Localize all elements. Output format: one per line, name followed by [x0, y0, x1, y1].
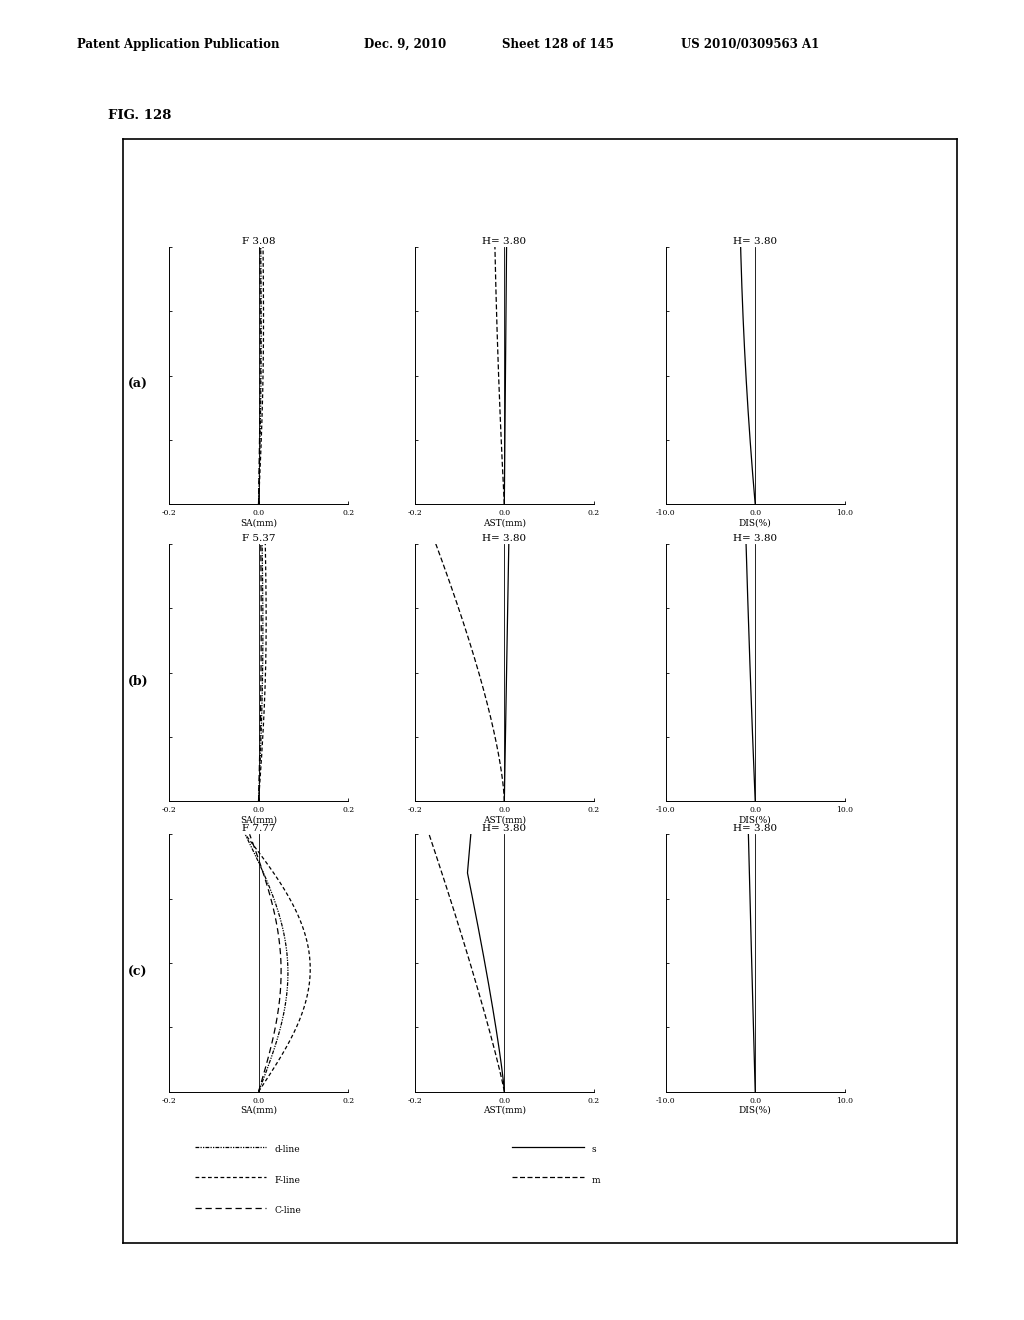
Title: H= 3.80: H= 3.80	[733, 535, 777, 543]
X-axis label: AST(mm): AST(mm)	[483, 1106, 525, 1115]
Text: s: s	[592, 1146, 597, 1155]
X-axis label: SA(mm): SA(mm)	[240, 519, 278, 528]
Title: H= 3.80: H= 3.80	[482, 238, 526, 246]
Text: US 2010/0309563 A1: US 2010/0309563 A1	[681, 37, 819, 50]
X-axis label: DIS(%): DIS(%)	[739, 1106, 771, 1115]
Text: C-line: C-line	[274, 1206, 301, 1216]
Text: Patent Application Publication: Patent Application Publication	[77, 37, 280, 50]
Title: F 5.37: F 5.37	[242, 535, 275, 543]
Title: F 3.08: F 3.08	[242, 238, 275, 246]
Title: H= 3.80: H= 3.80	[733, 238, 777, 246]
Title: H= 3.80: H= 3.80	[733, 825, 777, 833]
Text: (a): (a)	[128, 379, 148, 392]
Text: Sheet 128 of 145: Sheet 128 of 145	[502, 37, 613, 50]
Text: (c): (c)	[128, 966, 147, 979]
X-axis label: SA(mm): SA(mm)	[240, 1106, 278, 1115]
Title: H= 3.80: H= 3.80	[482, 825, 526, 833]
X-axis label: AST(mm): AST(mm)	[483, 519, 525, 528]
Text: F-line: F-line	[274, 1176, 300, 1185]
X-axis label: DIS(%): DIS(%)	[739, 519, 771, 528]
Text: m: m	[592, 1176, 600, 1185]
Text: (b): (b)	[128, 676, 148, 689]
X-axis label: SA(mm): SA(mm)	[240, 816, 278, 825]
Title: H= 3.80: H= 3.80	[482, 535, 526, 543]
X-axis label: AST(mm): AST(mm)	[483, 816, 525, 825]
Text: d-line: d-line	[274, 1146, 300, 1155]
X-axis label: DIS(%): DIS(%)	[739, 816, 771, 825]
Text: FIG. 128: FIG. 128	[108, 108, 171, 121]
Title: F 7.77: F 7.77	[242, 825, 275, 833]
Text: Dec. 9, 2010: Dec. 9, 2010	[364, 37, 445, 50]
